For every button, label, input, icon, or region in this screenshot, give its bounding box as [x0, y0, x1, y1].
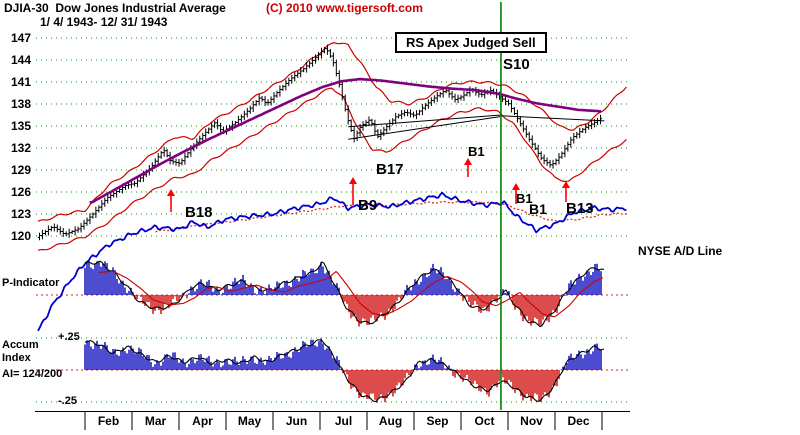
accum-index-label-1: Accum: [2, 339, 39, 351]
date-range: 1/ 4/ 1943- 12/ 31/ 1943: [40, 15, 168, 29]
y-axis-label: 132: [11, 141, 31, 155]
y-axis-label: 138: [11, 97, 31, 111]
signal-label-b1: B1: [529, 201, 547, 217]
gridlines: [36, 37, 630, 403]
month-label: Jun: [286, 414, 307, 428]
accum-lower-tick-label: -.25: [58, 395, 77, 407]
y-axis-label: 147: [11, 31, 31, 45]
y-axis-label: 144: [11, 53, 31, 67]
signal-label-b17: B17: [376, 161, 404, 178]
signal-label-b9: B9: [358, 197, 378, 214]
price-bands: [37, 42, 627, 251]
month-label: Jul: [335, 414, 352, 428]
signal-label-b18: B18: [185, 204, 213, 221]
chart-title: DJIA-30 Dow Jones Industrial Average: [4, 1, 226, 15]
month-label: Apr: [192, 414, 213, 428]
signal-label-b1: B1: [468, 144, 485, 159]
buy-arrow-icon: [464, 158, 472, 165]
purple-moving-average: [89, 77, 602, 204]
signal-label-b1: B1: [516, 191, 533, 206]
ad-line-label: NYSE A/D Line: [638, 244, 723, 258]
y-axis-label: 129: [11, 163, 31, 177]
copyright-text: (C) 2010 www.tigersoft.com: [266, 1, 423, 15]
trendlines: [348, 114, 605, 140]
month-label: Nov: [520, 414, 543, 428]
month-label: May: [238, 414, 262, 428]
buy-arrow-icon: [349, 177, 357, 184]
y-axis-label: 120: [11, 229, 31, 243]
price-bars: [37, 44, 603, 241]
p-indicator-panel: [84, 260, 604, 328]
y-axis-label: 135: [11, 119, 31, 133]
nyse-ad-line: [37, 191, 628, 332]
month-label: Oct: [474, 414, 494, 428]
month-label: Dec: [567, 414, 589, 428]
month-label: Sep: [426, 414, 448, 428]
buy-arrow-icon: [167, 189, 175, 196]
time-axis: Feb Mar Apr May Jun Jul Aug Sep Oct Nov Dec 147 144 1…: [11, 31, 630, 430]
y-axis-label: 126: [11, 185, 31, 199]
buy-arrow-icon: [562, 181, 570, 188]
accum-upper-tick-label: +.25: [58, 331, 80, 343]
buy-arrow-icon: [512, 183, 520, 190]
p-indicator-label: P-Indicator: [2, 277, 60, 289]
month-label: Feb: [98, 414, 119, 428]
y-axis-label: 141: [11, 75, 31, 89]
accum-index-value: AI= 124/200: [2, 368, 63, 380]
buy-arrows: [167, 158, 570, 212]
accum-index-label-2: Index: [2, 352, 31, 364]
accum-index-panel: [84, 338, 605, 403]
signal-label-b13: B13: [566, 200, 594, 217]
month-label: Mar: [145, 414, 167, 428]
y-axis-label: 123: [11, 207, 31, 221]
signal-label-s10: S10: [503, 56, 530, 73]
month-label: Aug: [379, 414, 402, 428]
sell-annotation-box: RS Apex Judged Sell: [395, 32, 547, 53]
